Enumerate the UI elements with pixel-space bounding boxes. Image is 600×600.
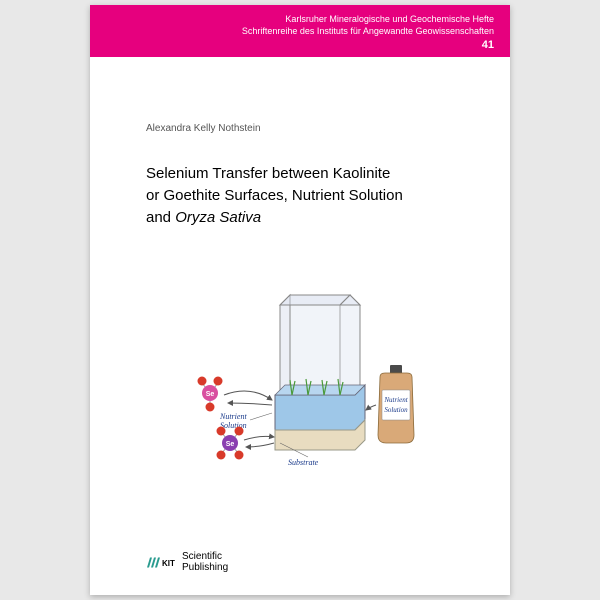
author-name: Alexandra Kelly Nothstein bbox=[146, 123, 261, 134]
experiment-diagram: Nutrient Solution Substrate Nutrient Sol… bbox=[180, 285, 440, 485]
selenium-molecule-icon-2: Se bbox=[217, 427, 244, 460]
issue-number: 41 bbox=[482, 39, 494, 51]
title-line-1: Selenium Transfer between Kaolinite bbox=[146, 163, 406, 185]
nutrient-solution-label: Nutrient bbox=[219, 412, 247, 421]
publisher-block: KIT Scientific Publishing bbox=[146, 551, 228, 573]
nutrient-bottle-icon: Nutrient Solution bbox=[378, 365, 414, 443]
svg-text:Se: Se bbox=[226, 441, 235, 448]
series-line-2: Schriftenreihe des Instituts für Angewan… bbox=[242, 25, 494, 37]
book-cover: Karlsruher Mineralogische und Geochemisc… bbox=[90, 5, 510, 595]
svg-text:Solution: Solution bbox=[384, 406, 408, 414]
selenium-molecule-icon-1: Se bbox=[198, 377, 223, 412]
culture-tray bbox=[275, 379, 365, 450]
book-title: Selenium Transfer between Kaolinite or G… bbox=[146, 163, 406, 228]
series-line-1: Karlsruher Mineralogische und Geochemisc… bbox=[242, 13, 494, 25]
series-header-bar: Karlsruher Mineralogische und Geochemisc… bbox=[90, 5, 510, 57]
svg-text:Se: Se bbox=[206, 391, 215, 398]
substrate-label: Substrate bbox=[288, 458, 319, 467]
title-line-2: or Goethite Surfaces, Nutrient Solution bbox=[146, 185, 406, 207]
kit-logo-icon: KIT bbox=[146, 555, 176, 570]
svg-text:Nutrient: Nutrient bbox=[383, 396, 408, 404]
title-line-3: and Oryza Sativa bbox=[146, 207, 406, 229]
publisher-name: Scientific Publishing bbox=[182, 551, 228, 573]
series-title: Karlsruher Mineralogische und Geochemisc… bbox=[242, 13, 494, 37]
svg-text:KIT: KIT bbox=[162, 559, 175, 568]
